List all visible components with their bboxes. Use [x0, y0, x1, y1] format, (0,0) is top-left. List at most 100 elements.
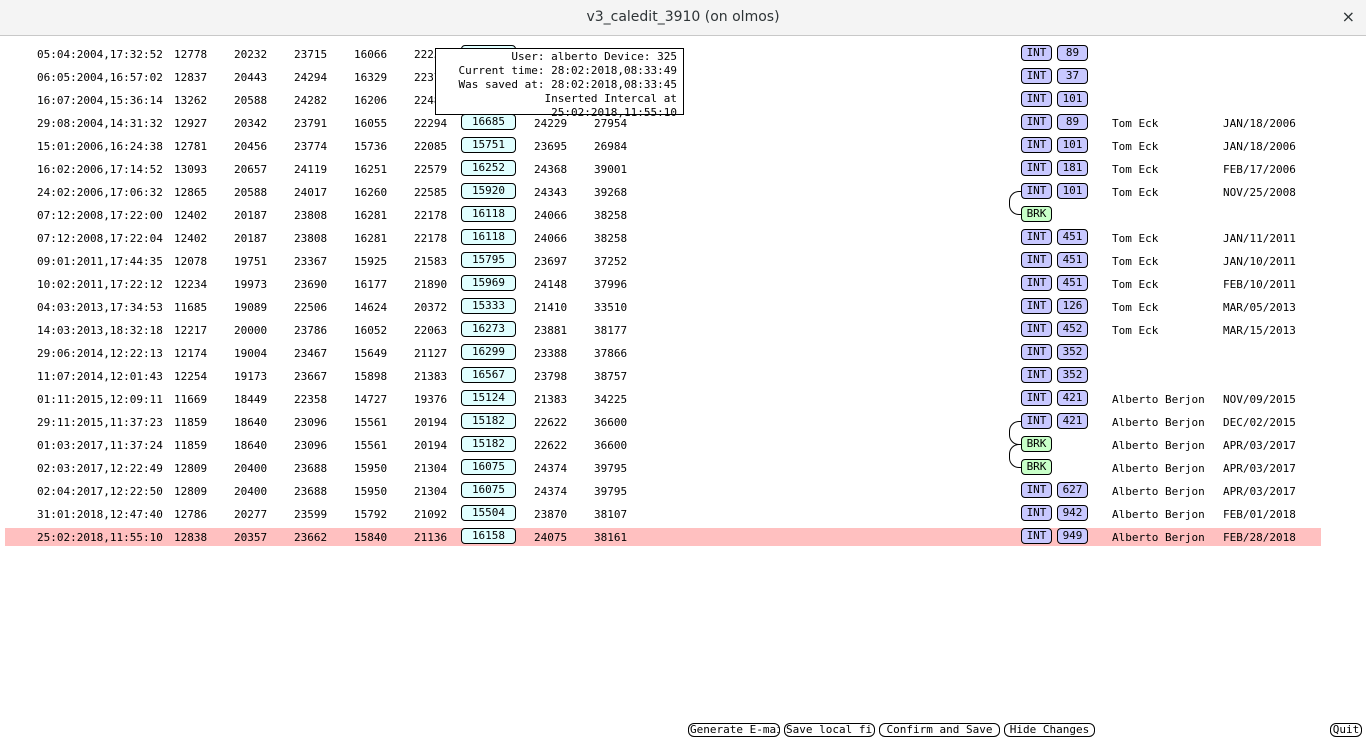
editable-value-field[interactable]: 16252	[461, 160, 516, 176]
int-tag-button[interactable]: INT	[1021, 45, 1052, 61]
info-tooltip: User: alberto Device: 325 Current time: …	[435, 48, 684, 119]
close-icon[interactable]: ×	[1341, 7, 1355, 26]
table-row[interactable]: 29:11:2015,11:37:23 11859 18640 23096 15561 2…	[0, 410, 1366, 433]
interval-number[interactable]: 101	[1057, 91, 1088, 107]
editable-value-field[interactable]: 16685	[461, 114, 516, 130]
editable-value-field[interactable]: 15333	[461, 298, 516, 314]
table-row[interactable]: 11:07:2014,12:01:43 12254 19173 23667 15898 2…	[0, 364, 1366, 387]
table-row[interactable]: 01:03:2017,11:37:24 11859 18640 23096 15561 2…	[0, 433, 1366, 456]
table-row[interactable]: 01:11:2015,12:09:11 11669 18449 22358 14727 1…	[0, 387, 1366, 410]
editable-value-field[interactable]: 15182	[461, 413, 516, 429]
interval-number[interactable]: 101	[1057, 137, 1088, 153]
int-tag-button[interactable]: INT	[1021, 275, 1052, 291]
int-tag-button[interactable]: INT	[1021, 114, 1052, 130]
table-row[interactable]: 14:03:2013,18:32:18 12217 20000 23786 16052 2…	[0, 318, 1366, 341]
editable-value-field[interactable]: 16118	[461, 229, 516, 245]
int-tag-button[interactable]: INT	[1021, 367, 1052, 383]
int-tag-button[interactable]: INT	[1021, 482, 1052, 498]
int-tag-button[interactable]: INT	[1021, 91, 1052, 107]
row-timestamp: 07:12:2008,17:22:04	[37, 232, 163, 245]
int-tag-button[interactable]: INT	[1021, 252, 1052, 268]
row-value-7: 38177	[594, 324, 628, 337]
interval-number[interactable]: 89	[1057, 114, 1088, 130]
interval-number[interactable]: 181	[1057, 160, 1088, 176]
int-tag-button[interactable]: INT	[1021, 160, 1052, 176]
generate-email-button[interactable]: Generate E-mail	[688, 723, 780, 737]
confirm-and-save-button[interactable]: Confirm and Save	[879, 723, 1000, 737]
table-row[interactable]: 04:03:2013,17:34:53 11685 19089 22506 14624 2…	[0, 295, 1366, 318]
table-row[interactable]: 09:01:2011,17:44:35 12078 19751 23367 15925 2…	[0, 249, 1366, 272]
table-row[interactable]: 24:02:2006,17:06:32 12865 20588 24017 16260 2…	[0, 180, 1366, 203]
table-row[interactable]: 15:01:2006,16:24:38 12781 20456 23774 15736 2…	[0, 134, 1366, 157]
table-row[interactable]: 02:03:2017,12:22:49 12809 20400 23688 15950 2…	[0, 456, 1366, 479]
save-local-file-button[interactable]: Save local file	[784, 723, 875, 737]
row-value-1: 12786	[174, 508, 208, 521]
editable-value-field[interactable]: 16567	[461, 367, 516, 383]
int-tag-button[interactable]: INT	[1021, 344, 1052, 360]
quit-button[interactable]: Quit	[1330, 723, 1362, 737]
hide-changes-button[interactable]: Hide Changes	[1004, 723, 1095, 737]
row-value-5: 22085	[414, 140, 448, 153]
editable-value-field[interactable]: 15182	[461, 436, 516, 452]
int-tag-button[interactable]: INT	[1021, 137, 1052, 153]
table-row[interactable]: 07:12:2008,17:22:00 12402 20187 23808 16281 2…	[0, 203, 1366, 226]
editable-value-field[interactable]: 16118	[461, 206, 516, 222]
table-row[interactable]: 29:06:2014,12:22:13 12174 19004 23467 15649 2…	[0, 341, 1366, 364]
brk-tag-button[interactable]: BRK	[1021, 206, 1052, 222]
int-tag-button[interactable]: INT	[1021, 68, 1052, 84]
row-value-2: 20357	[234, 531, 268, 544]
editable-value-field[interactable]: 16299	[461, 344, 516, 360]
row-value-5: 21583	[414, 255, 448, 268]
int-tag-button[interactable]: INT	[1021, 390, 1052, 406]
interval-number[interactable]: 451	[1057, 229, 1088, 245]
interval-number[interactable]: 451	[1057, 275, 1088, 291]
interval-number[interactable]: 451	[1057, 252, 1088, 268]
interval-number[interactable]: 942	[1057, 505, 1088, 521]
table-row[interactable]: 02:04:2017,12:22:50 12809 20400 23688 15950 2…	[0, 479, 1366, 502]
editable-value-field[interactable]: 15124	[461, 390, 516, 406]
editable-value-field[interactable]: 15795	[461, 252, 516, 268]
tooltip-inserted: Inserted Intercal at 25:02:2018,11:55:10	[544, 92, 677, 119]
editable-value-field[interactable]: 16158	[461, 528, 516, 544]
interval-number[interactable]: 949	[1057, 528, 1088, 544]
interval-number[interactable]: 627	[1057, 482, 1088, 498]
interval-number[interactable]: 452	[1057, 321, 1088, 337]
int-tag-button[interactable]: INT	[1021, 298, 1052, 314]
int-tag-button[interactable]: INT	[1021, 528, 1052, 544]
int-tag-button[interactable]: INT	[1021, 413, 1052, 429]
interval-number[interactable]: 421	[1057, 413, 1088, 429]
row-value-2: 20277	[234, 508, 268, 521]
editable-value-field[interactable]: 16273	[461, 321, 516, 337]
table-row[interactable]: 10:02:2011,17:22:12 12234 19973 23690 16177 2…	[0, 272, 1366, 295]
break-connector	[1009, 421, 1021, 445]
interval-number[interactable]: 421	[1057, 390, 1088, 406]
row-value-4: 16281	[354, 232, 388, 245]
interval-number[interactable]: 126	[1057, 298, 1088, 314]
table-row-selected[interactable]: 25:02:2018,11:55:10 12838 20357 23662 15840 2…	[0, 525, 1366, 548]
row-user: Tom Eck	[1112, 301, 1159, 314]
table-row[interactable]: 29:08:2004,14:31:32 12927 20342 23791 16055 2…	[0, 111, 1366, 134]
editable-value-field[interactable]: 16075	[461, 459, 516, 475]
editable-value-field[interactable]: 15504	[461, 505, 516, 521]
brk-tag-button[interactable]: BRK	[1021, 436, 1052, 452]
int-tag-button[interactable]: INT	[1021, 183, 1052, 199]
table-row[interactable]: 16:02:2006,17:14:52 13093 20657 24119 16251 2…	[0, 157, 1366, 180]
int-tag-button[interactable]: INT	[1021, 505, 1052, 521]
table-row[interactable]: 31:01:2018,12:47:40 12786 20277 23599 15792 2…	[0, 502, 1366, 525]
brk-tag-button[interactable]: BRK	[1021, 459, 1052, 475]
int-tag-button[interactable]: INT	[1021, 321, 1052, 337]
interval-number[interactable]: 101	[1057, 183, 1088, 199]
editable-value-field[interactable]: 15920	[461, 183, 516, 199]
editable-value-field[interactable]: 15751	[461, 137, 516, 153]
editable-value-field[interactable]: 15969	[461, 275, 516, 291]
interval-number[interactable]: 352	[1057, 344, 1088, 360]
table-row[interactable]: 07:12:2008,17:22:04 12402 20187 23808 16281 2…	[0, 226, 1366, 249]
interval-number[interactable]: 37	[1057, 68, 1088, 84]
interval-number[interactable]: 352	[1057, 367, 1088, 383]
tooltip-saved-at: Was saved at: 28:02:2018,08:33:45	[458, 78, 677, 91]
int-tag-button[interactable]: INT	[1021, 229, 1052, 245]
interval-number[interactable]: 89	[1057, 45, 1088, 61]
row-value-5: 22178	[414, 209, 448, 222]
row-user: Alberto Berjon	[1112, 508, 1205, 521]
editable-value-field[interactable]: 16075	[461, 482, 516, 498]
